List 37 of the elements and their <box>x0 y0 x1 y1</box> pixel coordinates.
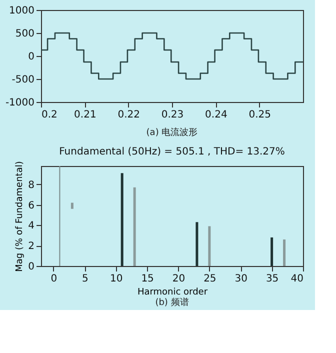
y-axis-title: Mag (% of Fundamental) <box>15 161 26 272</box>
y-tick-label: 500 <box>15 28 34 40</box>
bar <box>133 187 136 266</box>
y-tick-label: 4 <box>28 220 34 232</box>
y-tick-label: 1000 <box>9 6 34 16</box>
x-tick-label: 25 <box>204 274 216 284</box>
x-tick-label: 0.23 <box>161 110 184 120</box>
x-tick-label: 40 <box>290 274 304 284</box>
y-tick-label: 0 <box>28 262 34 272</box>
x-tick-label: 0.22 <box>118 110 140 120</box>
text: (b) 频谱 <box>155 297 189 308</box>
x-tick-label: 10 <box>110 274 123 284</box>
x-tick-label: 30 <box>234 274 248 284</box>
y-tick-label: 2 <box>28 241 34 252</box>
bar <box>208 226 211 266</box>
x-tick-label: 0.24 <box>205 110 228 120</box>
x-tick-label: 0.2 <box>42 110 58 120</box>
bar <box>196 222 198 266</box>
x-axis-title: Harmonic order <box>137 288 208 298</box>
x-tick-label: 15 <box>141 274 154 284</box>
bar <box>120 173 124 266</box>
x-tick-label: 5 <box>82 274 88 284</box>
text: (a) 电流波形 <box>146 127 198 138</box>
x-tick-label: 20 <box>172 274 186 284</box>
x-tick-label: 0.25 <box>248 110 271 120</box>
x-tick-label: 0 <box>50 274 58 284</box>
y-tick-label: -1000 <box>5 98 34 108</box>
bar <box>270 237 274 266</box>
y-tick-label: -500 <box>12 74 34 86</box>
y-tick-label: 8 <box>28 180 34 191</box>
bar <box>70 202 74 209</box>
chart-title: Fundamental (50Hz) = 505.1 , THD= 13.27% <box>59 146 285 158</box>
x-tick-label: 0.21 <box>74 110 96 120</box>
x-tick-label: 35 <box>266 274 279 284</box>
y-tick-label: 0 <box>28 52 34 62</box>
bar <box>283 239 286 266</box>
y-tick-label: 6 <box>28 200 34 212</box>
